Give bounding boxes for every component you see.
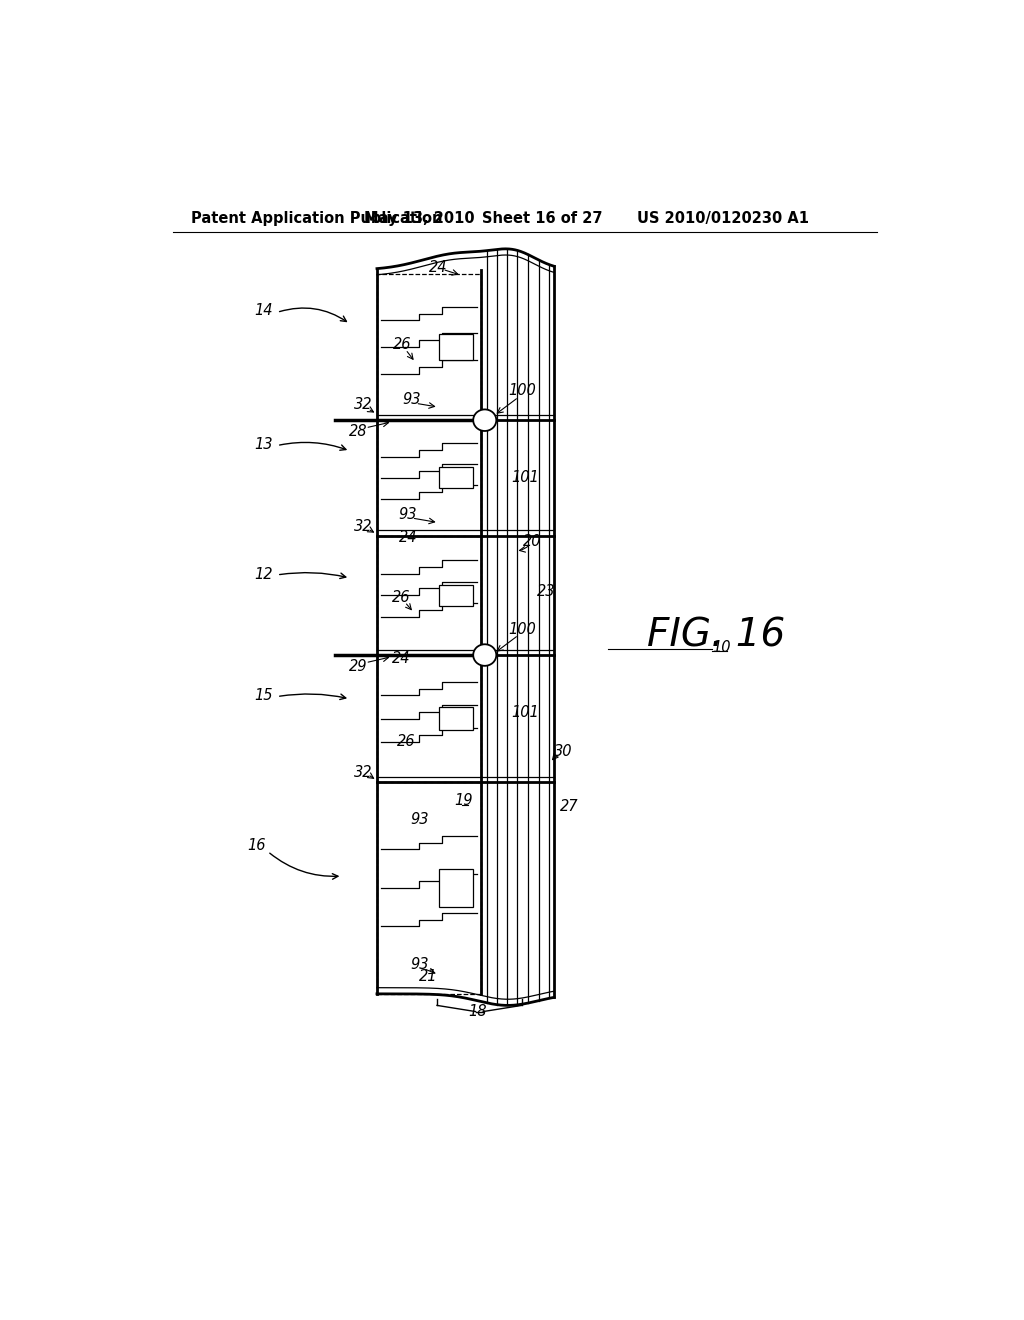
Bar (438, 869, 473, 907)
Bar (377, 655, 481, 781)
Text: 93: 93 (402, 392, 421, 407)
Text: May 13, 2010: May 13, 2010 (364, 211, 474, 226)
Bar (377, 536, 481, 655)
Text: 10: 10 (712, 640, 730, 655)
Text: 100: 100 (508, 622, 536, 638)
Bar (438, 708, 473, 730)
Text: 24: 24 (429, 260, 447, 276)
Bar (438, 467, 473, 488)
Text: 12: 12 (255, 566, 273, 582)
Bar (438, 334, 473, 360)
Text: 32: 32 (354, 764, 373, 780)
Text: Sheet 16 of 27: Sheet 16 of 27 (482, 211, 603, 226)
Text: 26: 26 (392, 590, 411, 605)
Text: 32: 32 (354, 519, 373, 535)
Bar (377, 781, 481, 994)
Text: US 2010/0120230 A1: US 2010/0120230 A1 (638, 211, 809, 226)
Text: 26: 26 (397, 734, 416, 748)
Text: 93: 93 (398, 507, 417, 521)
Text: 30: 30 (554, 743, 572, 759)
Text: 21: 21 (419, 969, 438, 983)
Text: 27: 27 (560, 799, 579, 814)
Text: FIG. 16: FIG. 16 (646, 616, 784, 655)
Text: 28: 28 (348, 424, 367, 440)
Text: 101: 101 (511, 470, 539, 486)
Text: 19: 19 (454, 793, 472, 808)
Text: 29: 29 (348, 659, 367, 675)
Text: 100: 100 (508, 383, 536, 399)
Text: 14: 14 (255, 304, 273, 318)
Text: 93: 93 (410, 957, 429, 972)
Text: 24: 24 (398, 529, 417, 545)
Text: 18: 18 (468, 1005, 486, 1019)
Text: 20: 20 (523, 533, 542, 549)
Text: 26: 26 (393, 337, 412, 352)
Text: 13: 13 (255, 437, 273, 453)
Text: 32: 32 (354, 397, 373, 412)
Text: 23: 23 (538, 583, 556, 599)
Text: Patent Application Publication: Patent Application Publication (190, 211, 442, 226)
Ellipse shape (473, 644, 497, 665)
Ellipse shape (473, 409, 497, 430)
Text: 15: 15 (255, 688, 273, 704)
Text: 16: 16 (247, 838, 265, 853)
Bar (377, 420, 481, 536)
Bar (438, 585, 473, 606)
Text: 24: 24 (392, 651, 411, 667)
Text: 93: 93 (410, 812, 429, 826)
Bar (377, 275, 481, 420)
Text: 101: 101 (511, 705, 539, 721)
